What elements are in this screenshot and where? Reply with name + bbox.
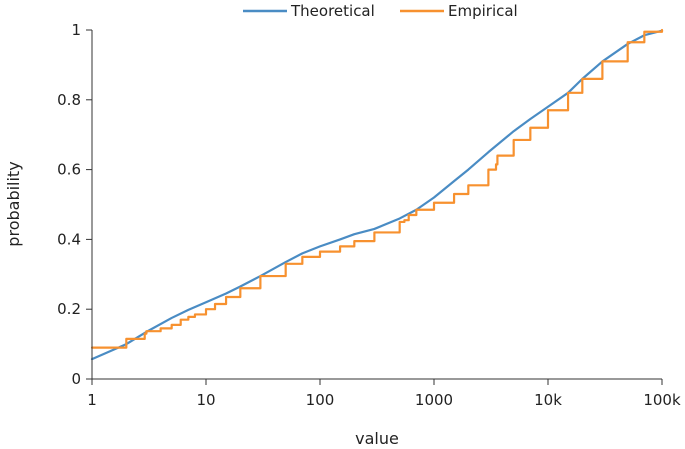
x-axis-title: value (355, 429, 399, 448)
y-tick-label: 0.4 (57, 230, 81, 248)
series-layer (90, 28, 664, 361)
legend: Theoretical Empirical (243, 2, 518, 20)
legend-label: Empirical (448, 2, 518, 20)
legend-label: Theoretical (290, 2, 375, 20)
x-axis: 1 10 100 1000 10k 100k (87, 378, 681, 409)
series-line-empirical (90, 28, 664, 349)
x-tick-label: 1 (87, 391, 97, 409)
x-tick-label: 10k (534, 391, 562, 409)
y-tick-label: 1 (71, 21, 81, 39)
x-tick-label: 10 (196, 391, 215, 409)
x-tick-label: 100 (306, 391, 335, 409)
y-axis: 0 0.2 0.4 0.6 0.8 1 (57, 21, 93, 388)
y-tick-label: 0.6 (57, 161, 81, 179)
legend-item-empirical[interactable]: Empirical (400, 2, 518, 20)
x-tick-label: 100k (643, 391, 681, 409)
y-tick-label: 0.2 (57, 300, 81, 318)
plot-area (90, 28, 664, 361)
y-tick-label: 0.8 (57, 91, 81, 109)
y-tick-label: 0 (71, 370, 81, 388)
x-tick-label: 1000 (415, 391, 453, 409)
y-axis-title: probability (4, 161, 23, 246)
series-line-theoretical (90, 29, 664, 361)
legend-item-theoretical[interactable]: Theoretical (243, 2, 375, 20)
